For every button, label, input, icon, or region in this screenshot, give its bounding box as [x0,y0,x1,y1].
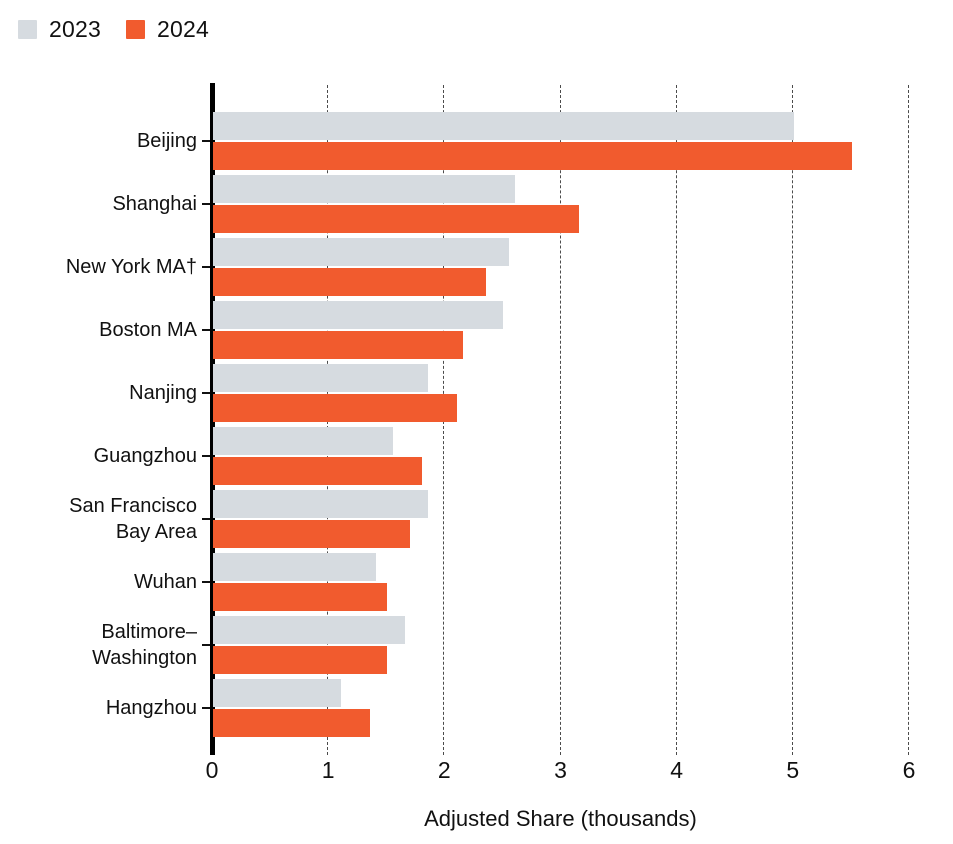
bar-2024-Shanghai [213,205,579,233]
bar-2023-Wuhan [213,553,376,581]
x-tick-label-0: 0 [205,757,219,783]
grid-line-3 [559,85,561,755]
bar-2023-Nanjing [213,364,428,392]
bar-2023-Hangzhou [213,679,341,707]
category-label-line: Wuhan [133,570,197,593]
bar-2023-Boston MA [213,301,504,329]
bar-2023-San Francisco Bay Area [213,490,428,518]
category-label-7: Wuhan [0,553,197,611]
category-label-4: Nanjing [0,364,197,422]
x-tick-label-4: 4 [670,757,684,783]
bar-2023-Shanghai [213,175,516,203]
grid-line-6 [908,85,909,755]
category-label-line: Baltimore– [101,620,197,643]
bar-2024-Hangzhou [213,709,370,737]
legend-label-2024: 2024 [156,16,209,42]
grid-line-4 [675,85,677,755]
category-label-line: Washington [92,647,197,669]
bar-2024-Wuhan [213,583,388,611]
legend-swatch-2024 [125,20,145,39]
category-label-0: Beijing [0,112,197,170]
bar-2024-Boston MA [213,331,463,359]
bar-2024-Guangzhou [213,457,423,485]
grid-line-5 [791,85,793,755]
bar-2024-Baltimore–Washington [213,646,388,674]
bar-2023-Guangzhou [213,427,394,455]
category-label-line: New York MA† [65,255,197,278]
y-tick-8 [202,644,210,647]
y-axis-line [210,83,215,755]
y-tick-5 [202,455,210,458]
bar-2024-New York MA† [213,268,486,296]
category-label-5: Guangzhou [0,427,197,485]
x-tick-label-5: 5 [786,757,800,783]
y-tick-4 [202,392,210,395]
y-tick-3 [202,329,210,332]
category-label-6: San Francisco Bay Area [0,490,197,548]
y-tick-2 [202,266,210,269]
category-label-2: New York MA† [0,238,197,296]
category-label-8: Baltimore– Washington [0,616,197,674]
category-label-line: Boston MA [99,318,197,341]
bar-2023-New York MA† [213,238,510,266]
y-tick-0 [202,140,210,143]
category-label-line: San Francisco [69,494,197,517]
bar-2024-Beijing [213,142,852,170]
category-label-1: Shanghai [0,175,197,233]
x-tick-label-6: 6 [902,757,916,783]
x-tick-label-3: 3 [554,757,567,783]
y-tick-6 [202,518,210,521]
bar-2023-Beijing [213,112,794,140]
y-tick-9 [202,707,210,710]
x-tick-label-2: 2 [437,757,451,783]
category-label-line: Bay Area [115,521,197,543]
category-label-line: Guangzhou [93,444,197,467]
legend-item-2024: 2024 [125,16,209,43]
legend: 2023 2024 [18,16,209,43]
legend-item-2023: 2023 [18,16,101,43]
category-label-line: Beijing [136,129,197,152]
category-label-9: Hangzhou [0,679,197,737]
category-label-line: Shanghai [112,192,197,215]
x-tick-label-1: 1 [321,757,335,783]
bar-2024-San Francisco Bay Area [213,520,411,548]
bar-2024-Nanjing [213,394,457,422]
bar-2023-Baltimore–Washington [213,616,405,644]
y-tick-7 [202,581,210,584]
y-tick-1 [202,203,210,206]
category-label-line: Nanjing [129,381,197,404]
category-label-3: Boston MA [0,301,197,359]
category-label-line: Hangzhou [105,696,197,719]
legend-label-2023: 2023 [49,16,101,42]
x-axis-title: Adjusted Share (thousands) [424,806,697,831]
legend-swatch-2023 [18,20,37,39]
